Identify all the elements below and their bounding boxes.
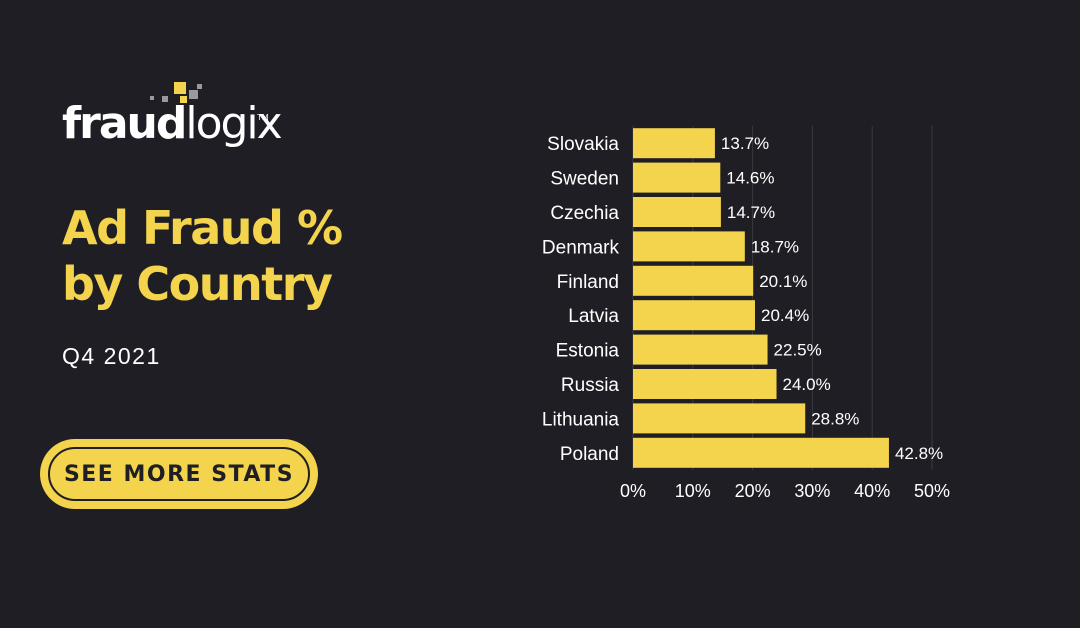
data-label: 20.1%: [759, 272, 807, 291]
category-label: Lithuania: [542, 409, 620, 430]
logo-wordmark: fraudlogix: [62, 102, 283, 146]
x-tick-label: 20%: [735, 481, 771, 501]
category-label: Latvia: [568, 306, 619, 327]
logo-wordmark-bold: fraud: [62, 98, 187, 149]
bar: [633, 403, 806, 434]
period-label: Q4 2021: [62, 343, 161, 369]
x-tick-label: 40%: [854, 481, 890, 501]
bar: [633, 334, 768, 365]
trademark-mark: TM: [257, 113, 269, 122]
logo-square-3: [197, 84, 202, 89]
data-label: 28.8%: [811, 409, 859, 428]
bar: [633, 231, 745, 262]
data-label: 14.7%: [727, 203, 775, 222]
fraudlogix-logo: fraudlogix TM: [62, 82, 283, 162]
logo-square-4: [162, 96, 168, 102]
data-label: 13.7%: [721, 134, 769, 153]
title-line-1: Ad Fraud %: [62, 201, 343, 255]
data-label: 20.4%: [761, 306, 809, 325]
logo-square-6: [180, 96, 187, 103]
logo-square-5: [150, 96, 154, 100]
page-title: Ad Fraud % by Country: [62, 200, 382, 312]
category-label: Finland: [557, 272, 619, 293]
bar: [633, 369, 777, 399]
data-label: 14.6%: [726, 169, 774, 188]
data-label: 42.8%: [895, 444, 943, 463]
x-tick-label: 50%: [914, 481, 950, 501]
bar: [633, 128, 715, 159]
category-label: Czechia: [550, 203, 619, 224]
x-tick-label: 10%: [675, 481, 711, 501]
data-label: 24.0%: [783, 375, 831, 394]
category-label: Estonia: [556, 341, 620, 362]
data-label: 22.5%: [774, 341, 822, 360]
see-more-stats-label: SEE MORE STATS: [48, 447, 310, 501]
bar: [633, 162, 721, 193]
category-label: Russia: [561, 375, 620, 396]
x-tick-label: 30%: [794, 481, 830, 501]
category-label: Slovakia: [547, 134, 619, 155]
bar: [633, 300, 755, 331]
bar: [633, 265, 754, 296]
logo-wordmark-light: logix: [185, 98, 282, 149]
logo-square-1: [174, 82, 186, 94]
category-label: Denmark: [542, 237, 620, 258]
category-label: Poland: [560, 444, 619, 465]
bar: [633, 197, 721, 227]
title-line-2: by Country: [62, 257, 333, 311]
logo-square-2: [189, 90, 198, 99]
bar: [633, 437, 889, 468]
see-more-stats-button[interactable]: SEE MORE STATS: [40, 439, 318, 509]
data-label: 18.7%: [751, 237, 799, 256]
category-label: Sweden: [550, 169, 619, 190]
x-tick-label: 0%: [620, 481, 646, 501]
